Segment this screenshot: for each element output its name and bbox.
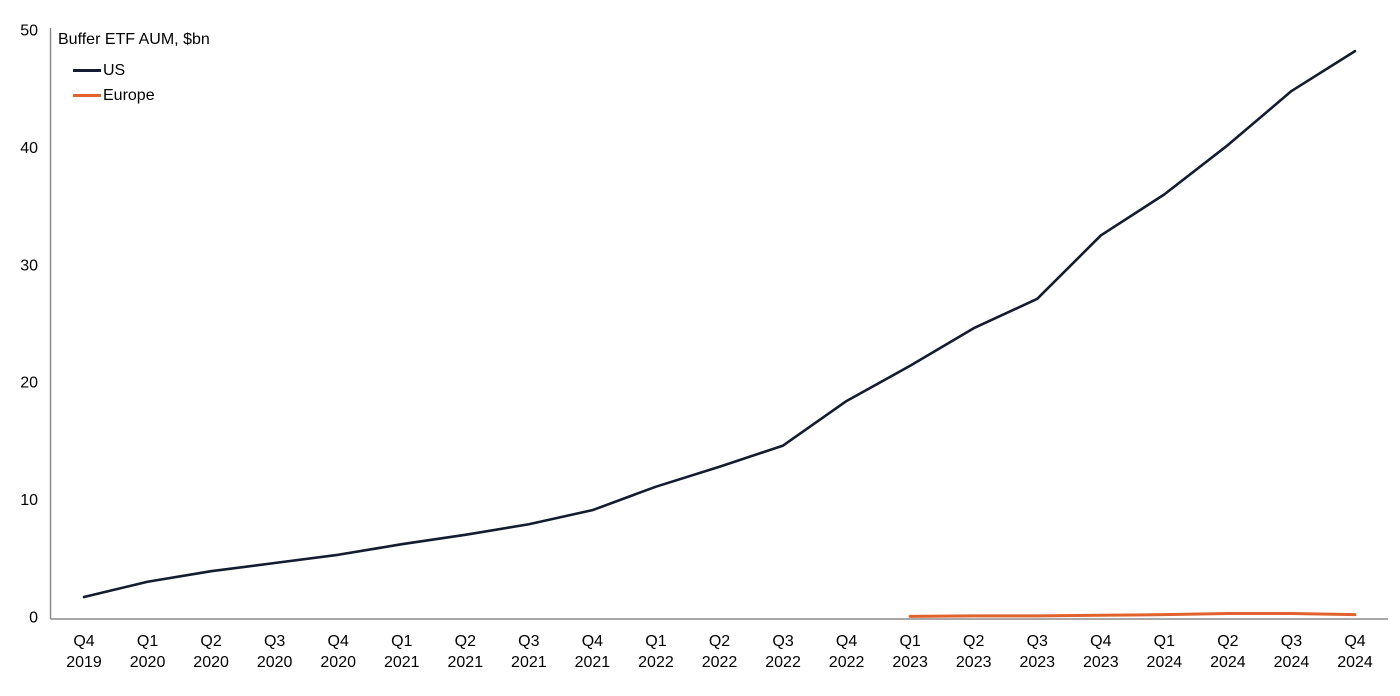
x-tick-year-label: 2022 bbox=[638, 654, 674, 671]
x-tick-quarter-label: Q3 bbox=[518, 633, 539, 650]
y-tick-label: 50 bbox=[20, 23, 38, 40]
x-tick-quarter-label: Q1 bbox=[137, 633, 158, 650]
x-tick-quarter-label: Q3 bbox=[1027, 633, 1048, 650]
legend: US Europe bbox=[73, 58, 155, 108]
x-tick-quarter-label: Q2 bbox=[455, 633, 476, 650]
x-tick-quarter-label: Q1 bbox=[1154, 633, 1175, 650]
x-tick-year-label: 2024 bbox=[1147, 654, 1183, 671]
x-tick-quarter-label: Q1 bbox=[391, 633, 412, 650]
x-tick-year-label: 2019 bbox=[66, 654, 102, 671]
y-tick-label: 40 bbox=[20, 140, 38, 157]
x-tick-year-label: 2020 bbox=[257, 654, 293, 671]
chart-title: Buffer ETF AUM, $bn bbox=[58, 31, 210, 48]
x-tick-quarter-label: Q4 bbox=[1344, 633, 1365, 650]
x-tick-year-label: 2023 bbox=[1083, 654, 1119, 671]
x-tick-year-label: 2021 bbox=[511, 654, 547, 671]
x-tick-quarter-label: Q1 bbox=[899, 633, 920, 650]
legend-label-us: US bbox=[103, 61, 126, 79]
us-line-swatch bbox=[73, 69, 101, 72]
y-tick-label: 0 bbox=[29, 610, 38, 627]
x-tick-quarter-label: Q3 bbox=[1281, 633, 1302, 650]
x-tick-quarter-label: Q2 bbox=[1217, 633, 1238, 650]
x-tick-quarter-label: Q2 bbox=[200, 633, 221, 650]
x-tick-quarter-label: Q4 bbox=[1090, 633, 1111, 650]
x-tick-quarter-label: Q3 bbox=[264, 633, 285, 650]
x-tick-quarter-label: Q4 bbox=[73, 633, 94, 650]
x-tick-quarter-label: Q3 bbox=[772, 633, 793, 650]
x-tick-year-label: 2024 bbox=[1337, 654, 1373, 671]
x-tick-year-label: 2023 bbox=[892, 654, 928, 671]
legend-item-us: US bbox=[73, 58, 155, 83]
x-tick-year-label: 2021 bbox=[448, 654, 484, 671]
x-tick-year-label: 2023 bbox=[956, 654, 992, 671]
x-tick-year-label: 2023 bbox=[1019, 654, 1055, 671]
x-tick-quarter-label: Q1 bbox=[645, 633, 666, 650]
x-tick-year-label: 2022 bbox=[765, 654, 801, 671]
x-tick-year-label: 2020 bbox=[320, 654, 356, 671]
legend-label-europe: Europe bbox=[103, 86, 155, 104]
y-tick-label: 10 bbox=[20, 492, 38, 509]
legend-item-europe: Europe bbox=[73, 83, 155, 108]
us-series-line bbox=[82, 49, 1357, 599]
x-tick-quarter-label: Q4 bbox=[582, 633, 603, 650]
x-tick-year-label: 2024 bbox=[1210, 654, 1246, 671]
x-tick-quarter-label: Q2 bbox=[963, 633, 984, 650]
x-tick-year-label: 2021 bbox=[384, 654, 420, 671]
x-tick-year-label: 2020 bbox=[130, 654, 166, 671]
x-tick-year-label: 2020 bbox=[193, 654, 229, 671]
y-tick-label: 20 bbox=[20, 375, 38, 392]
x-tick-quarter-label: Q4 bbox=[328, 633, 349, 650]
x-tick-year-label: 2022 bbox=[829, 654, 865, 671]
x-tick-quarter-label: Q2 bbox=[709, 633, 730, 650]
y-tick-label: 30 bbox=[20, 257, 38, 274]
x-tick-year-label: 2022 bbox=[702, 654, 738, 671]
europe-series-line bbox=[908, 611, 1357, 618]
x-tick-quarter-label: Q4 bbox=[836, 633, 857, 650]
x-tick-year-label: 2021 bbox=[575, 654, 611, 671]
x-tick-year-label: 2024 bbox=[1274, 654, 1310, 671]
europe-line-swatch bbox=[73, 94, 101, 97]
